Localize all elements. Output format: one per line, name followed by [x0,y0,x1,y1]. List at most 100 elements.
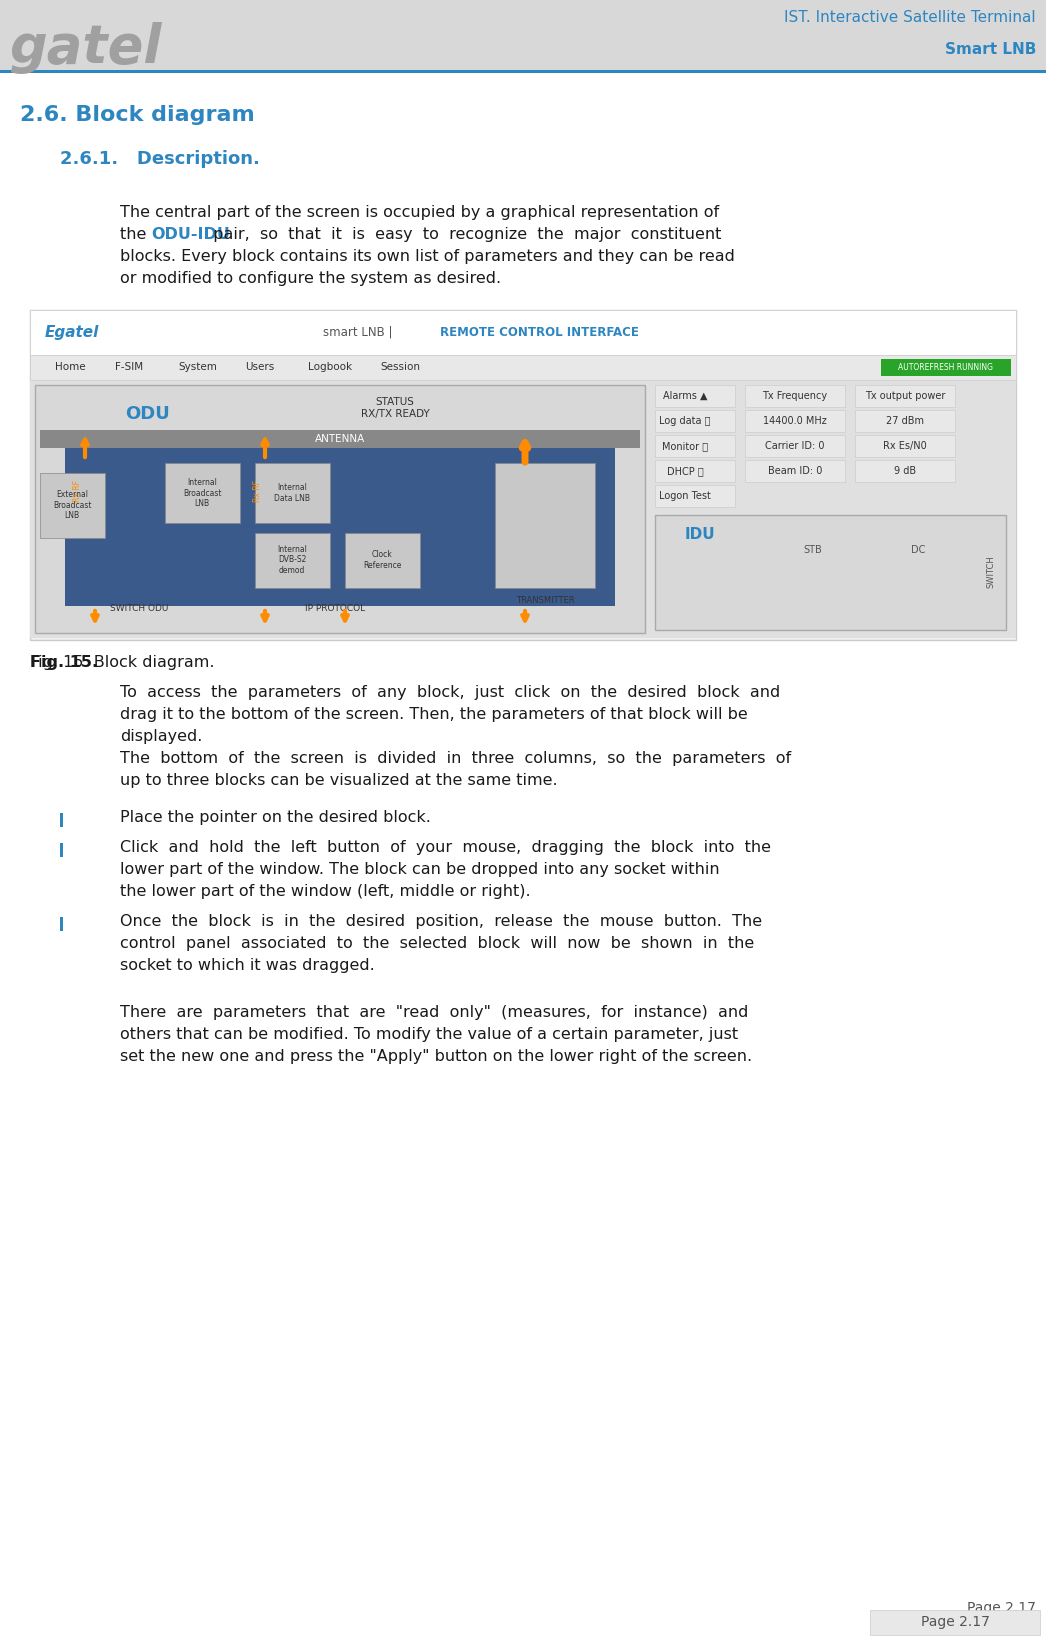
Bar [655,410,735,433]
Text: Fig. 15.: Fig. 15. [30,656,98,670]
Bar [0,0,1046,70]
Bar [745,385,845,406]
Bar [870,1609,1040,1636]
Text: Users: Users [245,362,274,372]
Text: Smart LNB: Smart LNB [945,43,1036,57]
Bar [655,485,735,506]
Text: IP PROTOCOL: IP PROTOCOL [305,605,365,613]
Text: Logon Test: Logon Test [659,492,711,502]
Text: or modified to configure the system as desired.: or modified to configure the system as d… [120,270,501,285]
Bar [655,385,735,406]
Text: others that can be modified. To modify the value of a certain parameter, just: others that can be modified. To modify t… [120,1028,738,1042]
Text: the lower part of the window (left, middle or right).: the lower part of the window (left, midd… [120,883,530,900]
Text: Rx RF: Rx RF [253,480,262,502]
Text: SWITCH: SWITCH [986,556,996,588]
Text: 27 dBm: 27 dBm [886,416,924,426]
Bar [40,429,640,447]
Text: control  panel  associated  to  the  selected  block  will  now  be  shown  in  : control panel associated to the selected… [120,936,754,951]
Bar [30,380,1016,638]
Bar [855,385,955,406]
Text: Place the pointer on the desired block.: Place the pointer on the desired block. [120,810,431,824]
Text: IDU: IDU [685,528,715,543]
Text: Carrier ID: 0: Carrier ID: 0 [766,441,824,451]
Text: The  bottom  of  the  screen  is  divided  in  three  columns,  so  the  paramet: The bottom of the screen is divided in t… [120,751,791,765]
Text: Monitor 🗋: Monitor 🗋 [662,441,708,451]
Text: displayed.: displayed. [120,729,202,744]
Bar [60,916,63,931]
Text: Rx Es/N0: Rx Es/N0 [883,441,927,451]
Text: AUTOREFRESH RUNNING: AUTOREFRESH RUNNING [899,362,994,372]
Bar [165,462,240,523]
Text: REMOTE CONTROL INTERFACE: REMOTE CONTROL INTERFACE [440,326,639,339]
Bar [655,434,735,457]
Text: The central part of the screen is occupied by a graphical representation of: The central part of the screen is occupi… [120,205,720,220]
Text: There  are  parameters  that  are  "read  only"  (measures,  for  instance)  and: There are parameters that are "read only… [120,1005,748,1019]
Bar [0,70,1046,74]
Bar [745,461,845,482]
Text: SWITCH ODU: SWITCH ODU [110,605,168,613]
Text: Tx Frequency: Tx Frequency [763,392,827,402]
Text: External
Broadcast
LNB: External Broadcast LNB [52,490,91,520]
Bar [655,461,735,482]
Text: 14400.0 MHz: 14400.0 MHz [764,416,827,426]
Text: Home: Home [55,362,86,372]
Bar [60,842,63,857]
Text: ANTENNA: ANTENNA [315,434,365,444]
Bar [30,356,1016,380]
Text: Clock
Reference: Clock Reference [363,551,402,570]
Text: smart LNB |: smart LNB | [323,326,396,339]
Text: Internal
DVB-S2
demod: Internal DVB-S2 demod [277,546,306,575]
Text: ODU-IDU: ODU-IDU [151,226,230,243]
Bar [65,447,615,606]
Text: F-SIM: F-SIM [115,362,143,372]
Bar [855,410,955,433]
Text: 9 dB: 9 dB [894,465,916,475]
Text: Alarms ▲: Alarms ▲ [663,392,707,402]
Text: ODU: ODU [126,405,169,423]
Text: Rx RF: Rx RF [73,480,82,502]
Text: TRANSMITTER: TRANSMITTER [516,597,574,605]
Text: Once  the  block  is  in  the  desired  position,  release  the  mouse  button. : Once the block is in the desired positio… [120,915,763,929]
Text: blocks. Every block contains its own list of parameters and they can be read: blocks. Every block contains its own lis… [120,249,735,264]
Text: IST. Interactive Satellite Terminal: IST. Interactive Satellite Terminal [784,10,1036,26]
Bar [255,462,329,523]
Bar [881,359,1011,375]
Bar [745,434,845,457]
Text: STB: STB [803,546,822,556]
Text: To  access  the  parameters  of  any  block,  just  click  on  the  desired  blo: To access the parameters of any block, j… [120,685,780,700]
Text: STATUS: STATUS [376,397,414,406]
Text: Page 2.17: Page 2.17 [920,1614,990,1629]
Bar [745,410,845,433]
Text: Beam ID: 0: Beam ID: 0 [768,465,822,475]
Text: Internal
Broadcast
LNB: Internal Broadcast LNB [183,479,222,508]
Text: lower part of the window. The block can be dropped into any socket within: lower part of the window. The block can … [120,862,720,877]
Text: Click  and  hold  the  left  button  of  your  mouse,  dragging  the  block  int: Click and hold the left button of your m… [120,841,771,856]
Text: pair,  so  that  it  is  easy  to  recognize  the  major  constituent: pair, so that it is easy to recognize th… [203,226,722,243]
Bar [495,462,595,588]
Text: DC: DC [911,546,926,556]
Text: RX/TX READY: RX/TX READY [361,410,429,420]
Text: drag it to the bottom of the screen. Then, the parameters of that block will be: drag it to the bottom of the screen. The… [120,706,748,723]
Bar [655,515,1006,629]
Text: up to three blocks can be visualized at the same time.: up to three blocks can be visualized at … [120,774,558,788]
Text: 2.6.1.   Description.: 2.6.1. Description. [60,151,259,169]
Bar [855,461,955,482]
Text: Page 2.17: Page 2.17 [968,1601,1036,1614]
Bar [30,310,1016,639]
Text: Fig. 15. Block diagram.: Fig. 15. Block diagram. [30,656,214,670]
Bar [345,533,420,588]
Text: socket to which it was dragged.: socket to which it was dragged. [120,959,374,974]
Bar [30,310,1016,356]
Text: the: the [120,226,157,243]
Bar [855,434,955,457]
Text: System: System [178,362,217,372]
Text: Session: Session [380,362,420,372]
Text: Egatel: Egatel [45,325,99,339]
Text: Log data 🗋: Log data 🗋 [659,416,710,426]
Text: DHCP 🗋: DHCP 🗋 [666,465,703,475]
Text: Internal
Data LNB: Internal Data LNB [274,484,310,503]
Bar [40,474,105,538]
Text: set the new one and press the "Apply" button on the lower right of the screen.: set the new one and press the "Apply" bu… [120,1049,752,1064]
Text: gatel: gatel [10,21,162,74]
Text: Logbook: Logbook [308,362,353,372]
